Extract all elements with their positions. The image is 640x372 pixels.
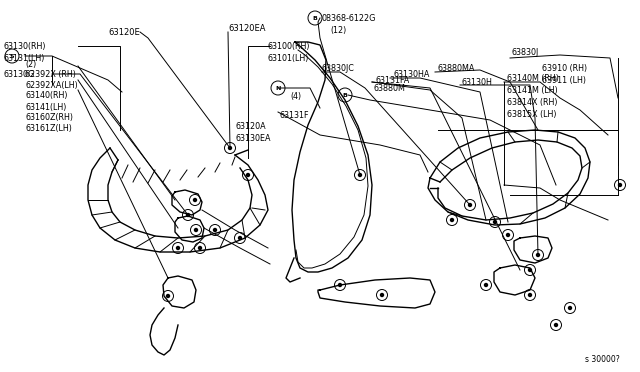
Circle shape xyxy=(506,234,509,237)
Text: (4): (4) xyxy=(290,92,301,100)
Text: 63120EA: 63120EA xyxy=(228,23,266,32)
Circle shape xyxy=(166,295,170,298)
Text: 63910 (RH): 63910 (RH) xyxy=(542,64,587,73)
Text: 63830J: 63830J xyxy=(512,48,540,57)
Circle shape xyxy=(186,214,189,217)
Circle shape xyxy=(554,324,557,327)
Text: 63140(RH): 63140(RH) xyxy=(25,90,67,99)
Circle shape xyxy=(195,228,198,231)
Circle shape xyxy=(468,203,472,206)
Text: (2): (2) xyxy=(25,60,36,68)
Text: S: S xyxy=(10,54,14,58)
Circle shape xyxy=(214,228,216,231)
Text: 63911 (LH): 63911 (LH) xyxy=(542,76,586,84)
Circle shape xyxy=(198,247,202,250)
Circle shape xyxy=(529,294,531,296)
Text: 63880M: 63880M xyxy=(374,83,406,93)
Circle shape xyxy=(451,218,454,221)
Text: B: B xyxy=(312,16,317,20)
Text: 63131F: 63131F xyxy=(280,110,310,119)
Text: 63140M (RH): 63140M (RH) xyxy=(507,74,559,83)
Circle shape xyxy=(493,221,497,224)
Text: 63141M (LH): 63141M (LH) xyxy=(507,86,557,94)
Text: 63830JC: 63830JC xyxy=(322,64,355,73)
Text: 63120A: 63120A xyxy=(235,122,266,131)
Circle shape xyxy=(228,147,232,150)
Circle shape xyxy=(193,199,196,202)
Text: 63130EA: 63130EA xyxy=(235,134,271,142)
Text: 63101(LH): 63101(LH) xyxy=(268,54,309,62)
Text: 63130H: 63130H xyxy=(462,77,493,87)
Text: 63120E: 63120E xyxy=(108,28,140,36)
Circle shape xyxy=(381,294,383,296)
Text: 63815X (LH): 63815X (LH) xyxy=(507,109,557,119)
Text: 63131(LH): 63131(LH) xyxy=(3,54,44,62)
Circle shape xyxy=(239,237,241,240)
Text: 63100(RH): 63100(RH) xyxy=(268,42,310,51)
Circle shape xyxy=(358,173,362,176)
Circle shape xyxy=(529,269,531,272)
Circle shape xyxy=(618,183,621,186)
Text: 63131FA: 63131FA xyxy=(375,76,409,84)
Circle shape xyxy=(568,307,572,310)
Text: 63814X (RH): 63814X (RH) xyxy=(507,97,557,106)
Text: 63880MA: 63880MA xyxy=(438,64,476,73)
Text: 63130G: 63130G xyxy=(3,70,35,78)
Circle shape xyxy=(177,247,179,250)
Text: 08368-6122G: 08368-6122G xyxy=(322,13,376,22)
Circle shape xyxy=(339,283,342,286)
Text: 62392X (RH): 62392X (RH) xyxy=(25,70,76,78)
Text: 63161Z(LH): 63161Z(LH) xyxy=(25,124,72,132)
Circle shape xyxy=(536,253,540,257)
Text: B: B xyxy=(342,93,348,97)
Text: N: N xyxy=(275,86,281,90)
Text: 63130(RH): 63130(RH) xyxy=(3,42,45,51)
Text: (12): (12) xyxy=(330,26,346,35)
Circle shape xyxy=(246,173,250,176)
Text: 63160Z(RH): 63160Z(RH) xyxy=(25,112,73,122)
Text: 62392XA(LH): 62392XA(LH) xyxy=(25,80,77,90)
Text: 63141(LH): 63141(LH) xyxy=(25,103,67,112)
Text: 63130HA: 63130HA xyxy=(393,70,429,78)
Circle shape xyxy=(484,283,488,286)
Text: s 30000?: s 30000? xyxy=(585,356,620,365)
